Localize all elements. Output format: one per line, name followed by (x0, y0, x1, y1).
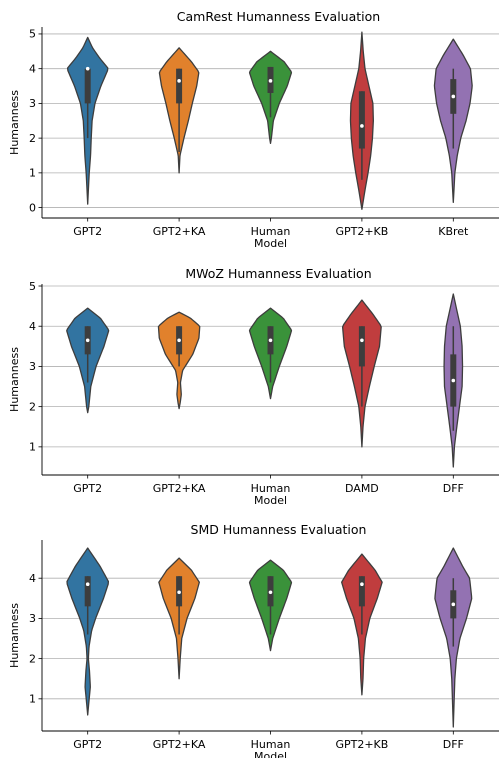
x-axis-label: Model (254, 494, 287, 507)
y-tick-label: 1 (29, 693, 36, 706)
y-axis-label: Humanness (8, 347, 21, 412)
violin-median-point (268, 590, 273, 595)
y-tick-label: 4 (29, 572, 36, 585)
y-tick-label: 1 (29, 167, 36, 180)
chart-panel-1: 0 1 2 3 4 5 GPT2 GPT2+KA Human GPT2+KB KBret CamRes… (8, 9, 499, 250)
violin-median-point (177, 338, 181, 343)
violin-iqr-box (84, 576, 91, 607)
x-tick-label: GPT2+KB (335, 225, 388, 238)
chart-panel-2: 1 2 3 4 5 GPT2 GPT2+KA Human DAMD DFF MWoZ Humanne… (8, 266, 499, 507)
violin-median-point (85, 66, 90, 71)
y-tick-label: 3 (29, 360, 36, 373)
violin-median-point (451, 94, 456, 99)
x-tick-label: GPT2+KA (153, 225, 206, 238)
violin-median-point (268, 338, 273, 343)
violin-iqr-box (358, 576, 365, 607)
x-tick-label: GPT2 (73, 482, 102, 495)
x-tick-label: Human (251, 225, 291, 238)
y-axis-label: Humanness (8, 603, 21, 668)
violin-median-point (360, 338, 364, 343)
x-tick-label: DFF (443, 738, 464, 751)
x-tick-label: DFF (443, 482, 464, 495)
y-tick-label: 5 (29, 28, 36, 41)
x-tick-label: DAMD (345, 482, 379, 495)
chart-title: CamRest Humanness Evaluation (177, 9, 380, 24)
violin-iqr-box (358, 326, 365, 367)
violin-median-point (268, 79, 273, 83)
y-tick-label: 3 (29, 97, 36, 110)
y-tick-label: 4 (29, 62, 36, 75)
x-axis-label: Model (254, 237, 287, 250)
x-tick-label: GPT2 (73, 225, 102, 238)
violin-iqr-box (358, 91, 365, 149)
y-tick-label: 2 (29, 400, 36, 413)
chart-title: SMD Humanness Evaluation (191, 522, 367, 537)
violin-median-point (360, 582, 364, 587)
x-tick-label: GPT2 (73, 738, 102, 751)
violin-median-point (451, 602, 456, 607)
violin-median-point (451, 378, 456, 383)
x-tick-label: GPT2+KA (153, 482, 206, 495)
y-tick-label: 1 (29, 441, 36, 454)
chart-title: MWoZ Humanness Evaluation (185, 266, 371, 281)
violin-iqr-box (176, 68, 183, 104)
y-axis-label: Humanness (8, 90, 21, 155)
x-tick-label: GPT2+KB (335, 738, 388, 751)
y-tick-label: 5 (29, 280, 36, 293)
violin-median-point (360, 124, 364, 128)
violin-iqr-box (84, 68, 91, 104)
chart-panel-3: 1 2 3 4 GPT2 GPT2+KA Human GPT2+KB DFF SMD Humann… (8, 522, 499, 758)
y-tick-label: 3 (29, 612, 36, 625)
violin-median-point (85, 338, 90, 343)
x-tick-label: GPT2+KA (153, 738, 206, 751)
y-tick-label: 0 (29, 201, 36, 214)
x-axis-label: Model (254, 750, 287, 758)
violin-median-point (177, 590, 181, 595)
y-tick-label: 2 (29, 652, 36, 665)
violin-median-point (177, 79, 181, 83)
x-tick-label: Human (251, 738, 291, 751)
x-tick-label: Human (251, 482, 291, 495)
y-tick-label: 2 (29, 132, 36, 145)
y-tick-label: 4 (29, 320, 36, 333)
violin-median-point (85, 582, 90, 587)
x-tick-label: KBret (438, 225, 469, 238)
